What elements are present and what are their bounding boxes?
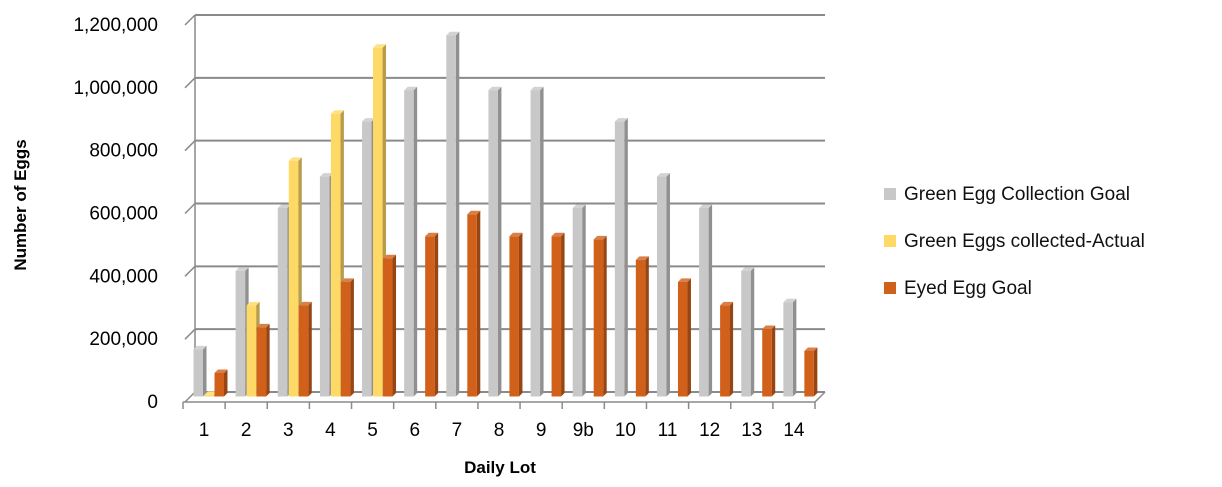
legend-swatch (884, 235, 896, 247)
legend-swatch (884, 282, 896, 294)
bar (551, 232, 565, 397)
x-tick-label: 5 (367, 420, 378, 441)
legend-entry: Green Egg Collection Goal (884, 184, 1130, 205)
y-tick-label: 0 (147, 392, 158, 413)
x-tick-label: 13 (741, 420, 762, 441)
bar (509, 232, 523, 397)
bar (635, 256, 649, 397)
x-tick-label: 7 (452, 420, 463, 441)
bar (593, 235, 607, 397)
bar (783, 298, 797, 397)
bar (425, 232, 439, 397)
bar (741, 267, 755, 397)
floor-right-edge (814, 391, 826, 403)
bar (298, 301, 312, 397)
x-tick-labels: 1 2 3 4 5 6 7 8 9 9b 10 11 12 13 14 (199, 420, 805, 441)
legend-swatch (884, 188, 896, 200)
bar (193, 345, 207, 397)
axes (182, 15, 826, 409)
gridline (184, 139, 825, 152)
bar (804, 347, 818, 397)
y-tick-labels: 0 200,000 400,000 600,000 800,000 1,000,000 1,… (73, 15, 158, 413)
gridline (184, 76, 825, 89)
gridline (184, 14, 825, 26)
y-tick-label: 600,000 (89, 204, 158, 225)
bar (530, 86, 544, 397)
bar (404, 86, 418, 397)
bar (677, 278, 691, 397)
bar (256, 323, 270, 397)
legend: Green Egg Collection Goal Green Eggs coll… (884, 184, 1145, 299)
y-tick-label: 800,000 (89, 141, 158, 162)
bar (488, 86, 502, 397)
bar (699, 204, 713, 397)
legend-entry: Eyed Egg Goal (884, 278, 1032, 299)
bar (720, 301, 734, 397)
x-axis-title: Daily Lot (464, 458, 536, 477)
bar (383, 254, 397, 397)
x-tick-label: 10 (615, 420, 636, 441)
x-tick-label: 4 (325, 420, 336, 441)
bar (467, 210, 481, 397)
x-tick-label: 11 (658, 420, 678, 441)
x-tick-label: 12 (699, 420, 720, 441)
x-tick-label: 9b (573, 420, 594, 441)
legend-label: Green Egg Collection Goal (904, 184, 1130, 205)
x-tick-label: 2 (241, 420, 252, 441)
x-tick-label: 14 (783, 420, 805, 441)
y-axis-title: Number of Eggs (11, 139, 30, 270)
x-tick-label: 9 (536, 420, 547, 441)
x-tick-label: 6 (409, 420, 420, 441)
legend-label: Green Eggs collected-Actual (904, 231, 1145, 252)
x-tick-label: 1 (199, 420, 210, 441)
legend-label: Eyed Egg Goal (904, 278, 1032, 299)
y-tick-label: 400,000 (89, 266, 158, 287)
legend-entry: Green Eggs collected-Actual (884, 231, 1145, 252)
bar (446, 31, 460, 397)
y-tick-label: 1,000,000 (73, 78, 158, 99)
bar (614, 118, 628, 397)
bar (656, 173, 670, 397)
bar (340, 278, 354, 397)
bar (572, 204, 586, 397)
bar (214, 369, 228, 397)
bar (762, 325, 776, 397)
x-tick-label: 3 (283, 420, 294, 441)
y-tick-label: 1,200,000 (73, 15, 158, 36)
x-tick-label: 8 (494, 420, 505, 441)
y-tick-label: 200,000 (89, 329, 158, 350)
bars (193, 31, 818, 397)
